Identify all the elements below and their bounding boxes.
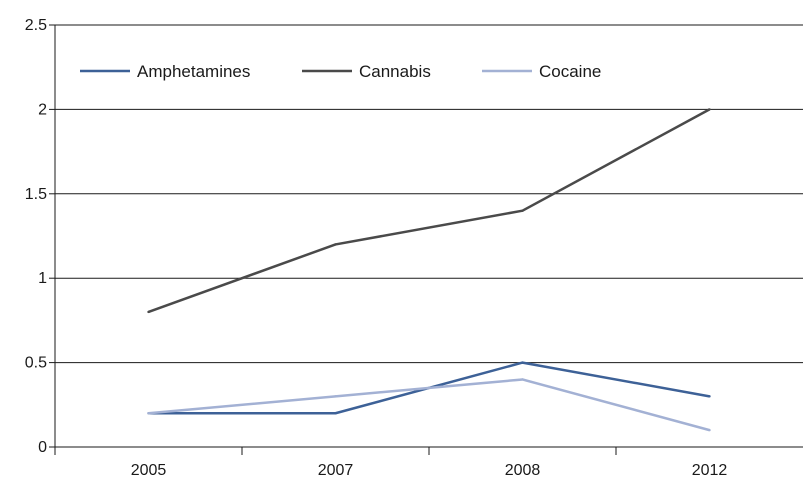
x-tick-label: 2007 <box>318 462 354 479</box>
data-point-cannabis <box>521 209 524 212</box>
axes: 0 0.5 1 1.5 2 2.5 2005 2007 2008 2012 <box>25 17 803 479</box>
y-tick-label: 2.5 <box>25 17 47 34</box>
series-line-cocaine <box>148 378 710 432</box>
legend-item-cocaine: Cocaine <box>482 62 601 81</box>
x-tick-label: 2008 <box>505 462 541 479</box>
x-tick-label: 2005 <box>131 462 167 479</box>
legend-label: Amphetamines <box>137 62 250 81</box>
data-point-cannabis <box>708 108 711 111</box>
data-point-amphetamines <box>334 412 337 415</box>
y-tick-label: 0.5 <box>25 355 47 372</box>
gridlines <box>55 24 803 364</box>
data-point-cannabis <box>147 310 150 314</box>
data-point-amphetamines <box>708 395 711 398</box>
series-lines <box>147 108 711 432</box>
legend-label: Cannabis <box>359 62 431 81</box>
y-tick-label: 1 <box>38 270 47 287</box>
data-point-cocaine <box>521 378 524 381</box>
y-tick-label: 0 <box>38 439 47 456</box>
legend-label: Cocaine <box>539 62 601 81</box>
legend-item-amphetamines: Amphetamines <box>80 62 250 81</box>
y-tick-label: 2 <box>38 101 47 118</box>
data-point-cannabis <box>334 243 337 246</box>
legend: Amphetamines Cannabis Cocaine <box>80 62 601 81</box>
x-tick-label: 2012 <box>692 462 728 479</box>
data-point-amphetamines <box>521 361 524 364</box>
data-point-cocaine <box>334 395 337 398</box>
data-point-cocaine <box>708 428 711 432</box>
legend-item-cannabis: Cannabis <box>302 62 431 81</box>
data-point-cocaine <box>147 412 150 415</box>
y-tick-label: 1.5 <box>25 186 47 203</box>
series-line-cannabis <box>148 108 711 314</box>
